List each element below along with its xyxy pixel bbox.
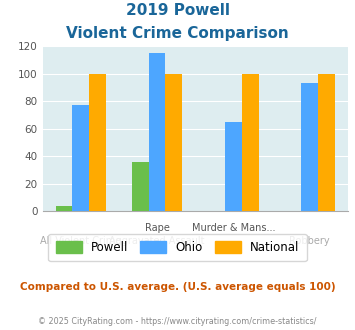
Bar xyxy=(301,83,318,211)
Bar xyxy=(89,74,106,211)
Text: 2019 Powell: 2019 Powell xyxy=(126,3,229,18)
Text: Aggravated Assault: Aggravated Assault xyxy=(109,236,205,246)
Bar xyxy=(242,74,258,211)
Text: Murder & Mans...: Murder & Mans... xyxy=(192,223,275,233)
Text: Compared to U.S. average. (U.S. average equals 100): Compared to U.S. average. (U.S. average … xyxy=(20,282,335,292)
Bar xyxy=(72,105,89,211)
Bar xyxy=(132,162,149,211)
Bar xyxy=(149,53,165,211)
Text: Rape: Rape xyxy=(144,223,170,233)
Bar xyxy=(56,206,72,211)
Legend: Powell, Ohio, National: Powell, Ohio, National xyxy=(49,234,306,261)
Text: Robbery: Robbery xyxy=(289,236,330,246)
Text: Violent Crime Comparison: Violent Crime Comparison xyxy=(66,26,289,41)
Bar xyxy=(318,74,335,211)
Text: All Violent Crime: All Violent Crime xyxy=(40,236,121,246)
Bar xyxy=(225,122,242,211)
Text: © 2025 CityRating.com - https://www.cityrating.com/crime-statistics/: © 2025 CityRating.com - https://www.city… xyxy=(38,317,317,326)
Bar xyxy=(165,74,182,211)
